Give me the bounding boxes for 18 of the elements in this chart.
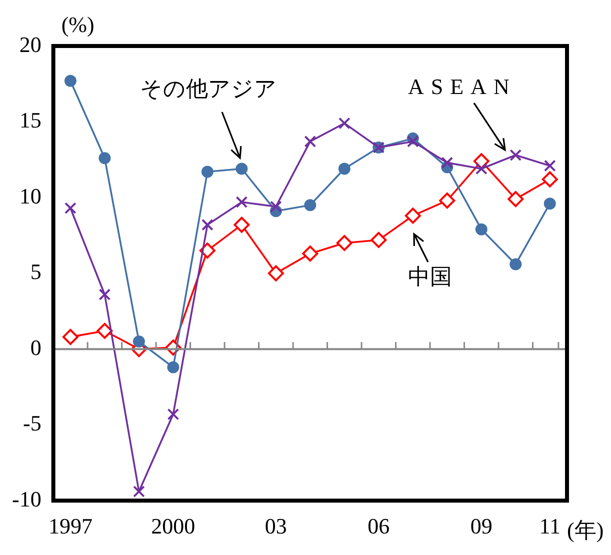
- x-tick-label: 1997: [48, 514, 92, 539]
- text: その他アジア: [140, 76, 277, 101]
- x-tick-label: 03: [264, 514, 287, 539]
- y-tick-label: 0: [30, 334, 42, 360]
- y-tick-label: -10: [12, 486, 42, 512]
- x-axis-title: (年): [567, 518, 604, 543]
- x-tick-label: 09: [470, 514, 492, 539]
- y-tick-label: 10: [19, 183, 42, 208]
- y-tick-label: 20: [19, 32, 42, 57]
- y-tick-label: 15: [19, 108, 42, 133]
- x-tick-label: 11: [539, 514, 560, 539]
- y-tick-label: 5: [30, 259, 42, 284]
- series-label: ASEAN: [408, 74, 516, 99]
- y-tick-label: -5: [23, 410, 42, 436]
- x-tick-label: 06: [368, 514, 390, 539]
- y-axis-title: (%): [61, 12, 94, 37]
- series-label: 中国: [408, 264, 452, 289]
- x-tick-label: 2000: [151, 514, 196, 539]
